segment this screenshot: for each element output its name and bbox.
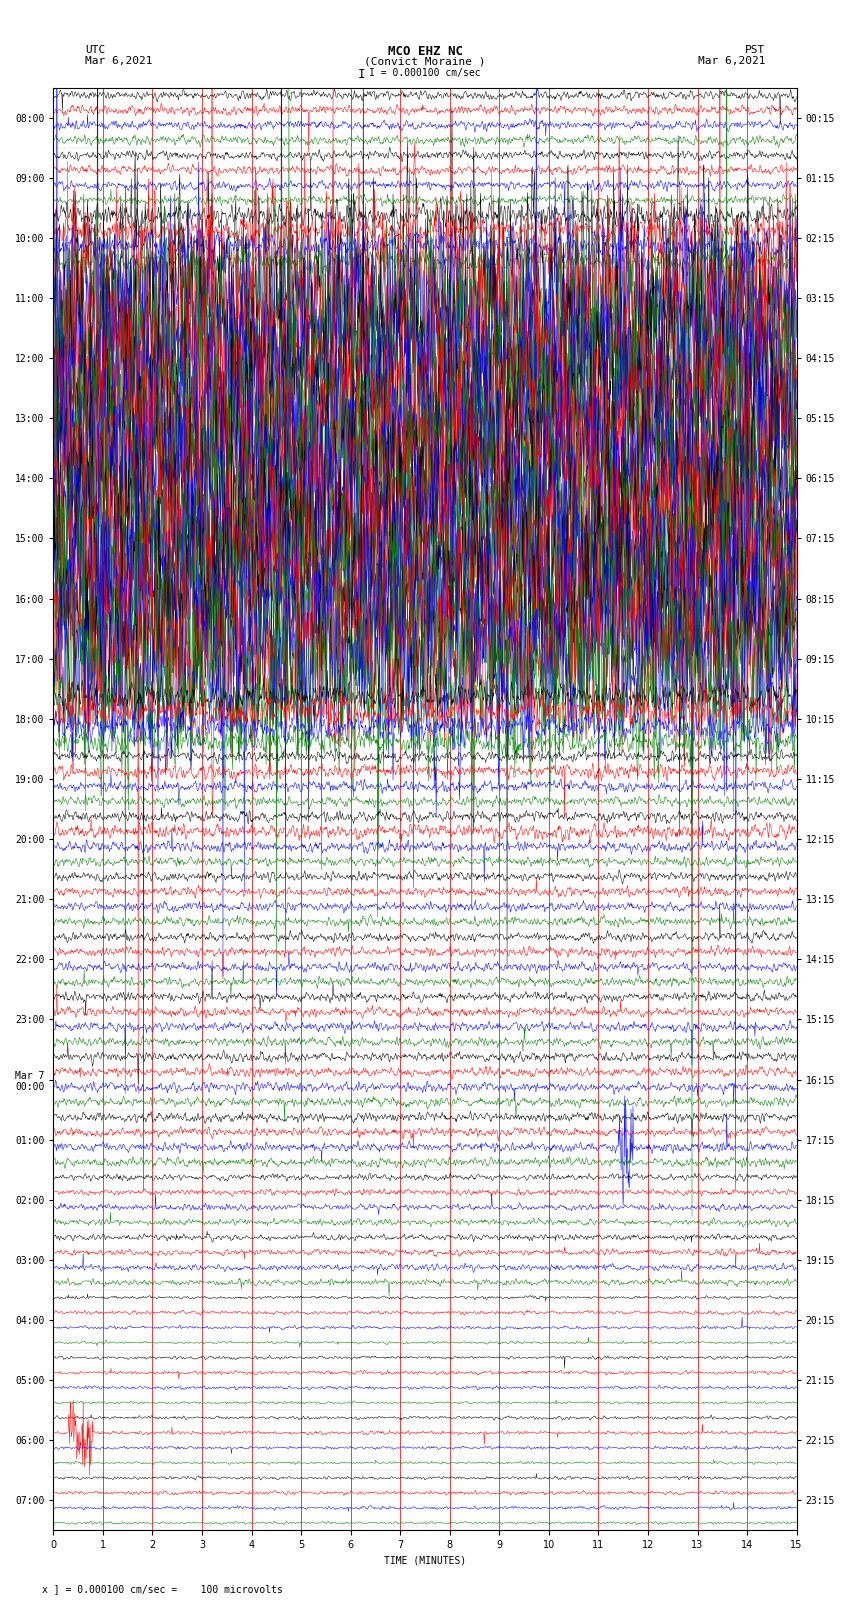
- Text: I = 0.000100 cm/sec: I = 0.000100 cm/sec: [369, 68, 481, 77]
- Text: UTC: UTC: [85, 45, 105, 55]
- X-axis label: TIME (MINUTES): TIME (MINUTES): [384, 1557, 466, 1566]
- Text: (Convict Moraine ): (Convict Moraine ): [365, 56, 485, 66]
- Text: Mar 6,2021: Mar 6,2021: [698, 56, 765, 66]
- Text: I: I: [358, 68, 365, 81]
- Text: x ] = 0.000100 cm/sec =    100 microvolts: x ] = 0.000100 cm/sec = 100 microvolts: [42, 1584, 283, 1594]
- Text: PST: PST: [745, 45, 765, 55]
- Text: MCO EHZ NC: MCO EHZ NC: [388, 45, 462, 58]
- Text: Mar 6,2021: Mar 6,2021: [85, 56, 152, 66]
